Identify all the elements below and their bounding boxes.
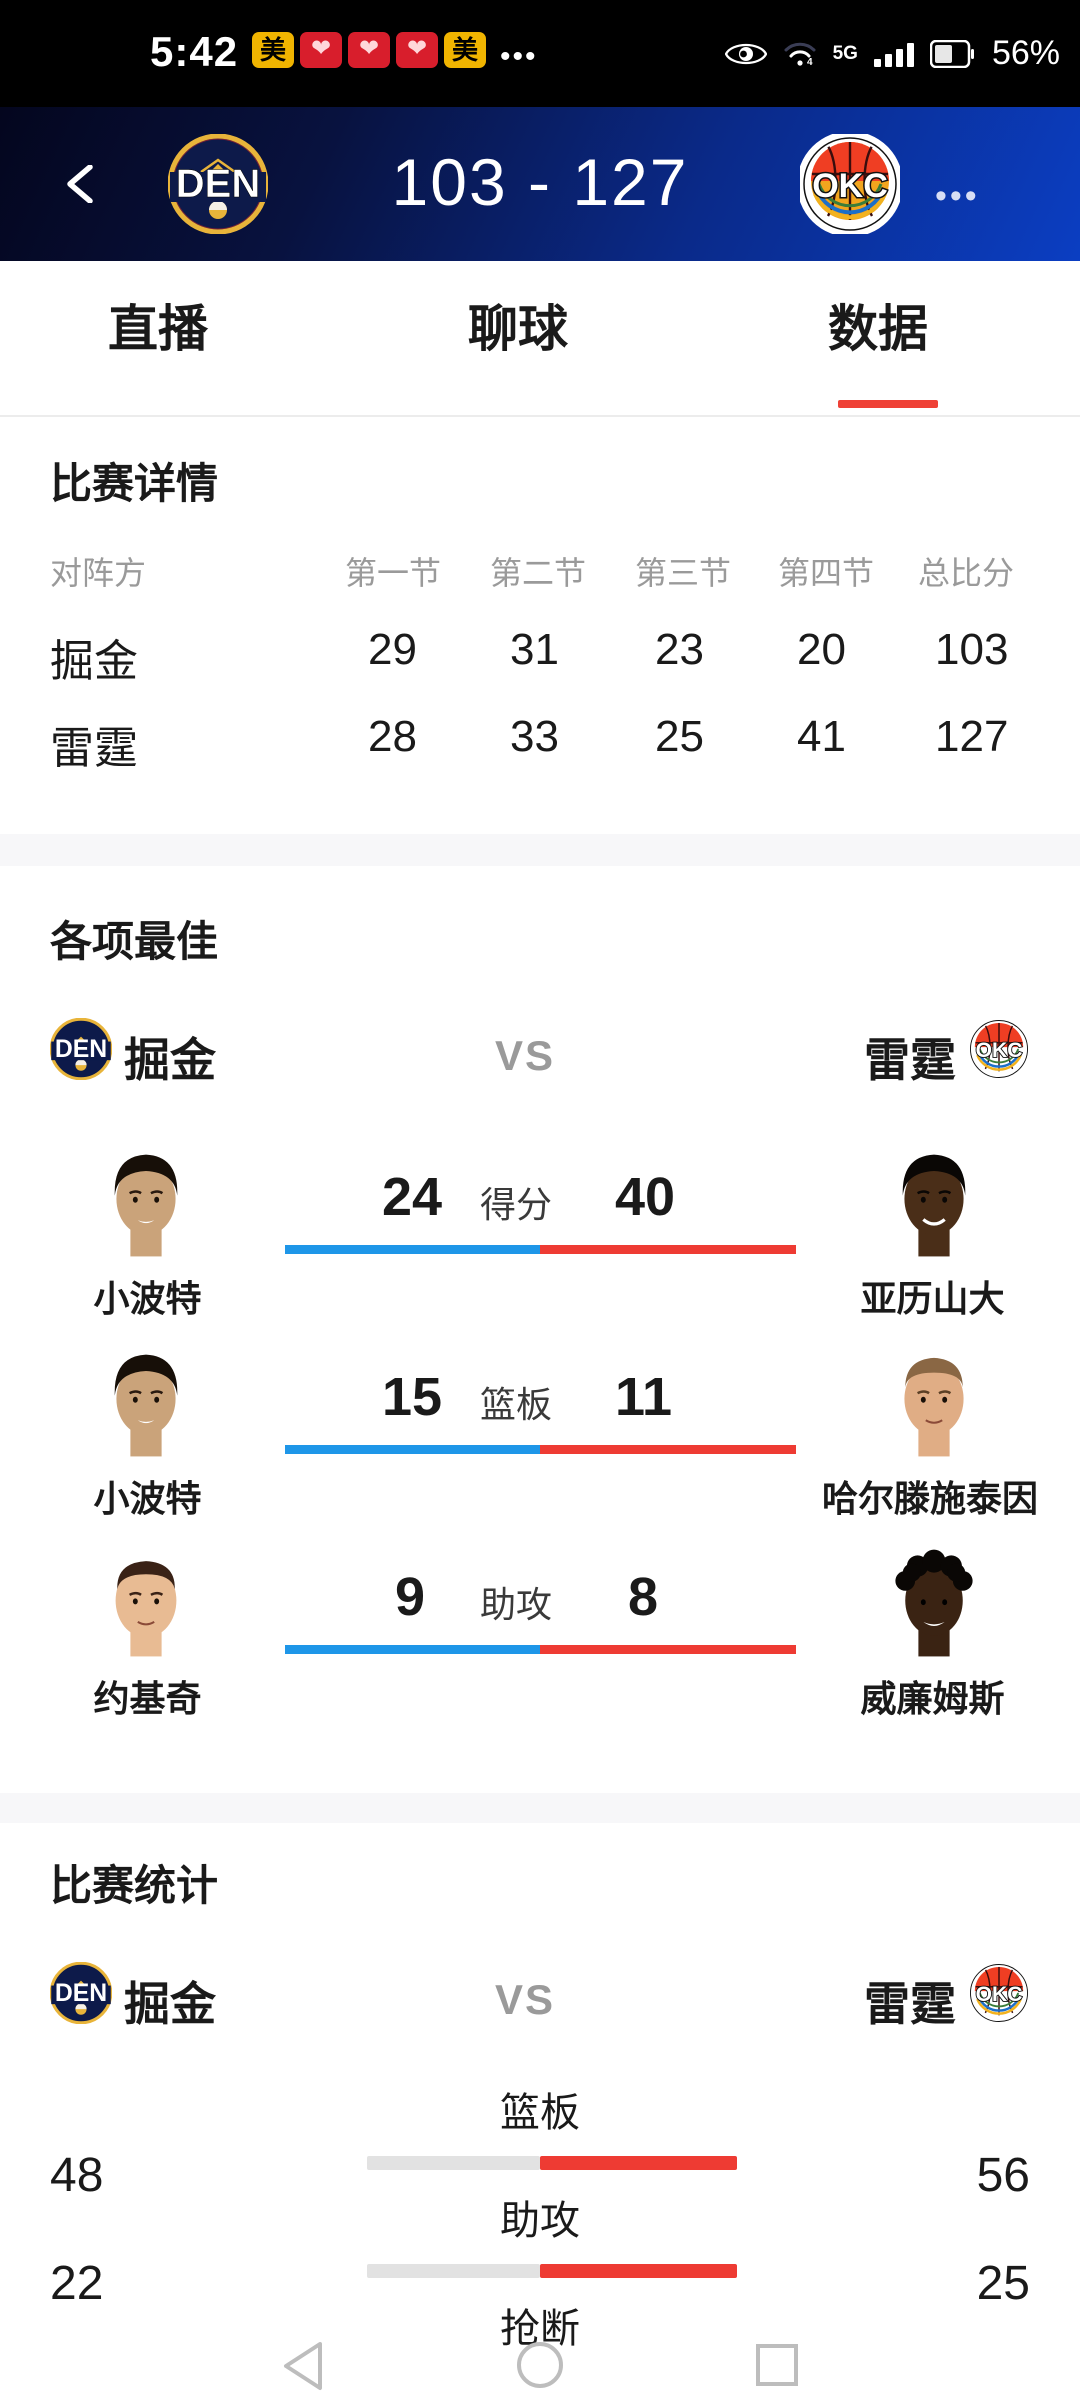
svg-text:DEN: DEN (55, 1036, 107, 1063)
svg-text:DEN: DEN (176, 162, 260, 206)
svg-text:OKC: OKC (812, 167, 888, 205)
svg-text:DEN: DEN (55, 1980, 107, 2007)
svg-text:OKC: OKC (976, 1983, 1023, 2006)
svg-text:4: 4 (807, 57, 813, 68)
svg-text:OKC: OKC (976, 1039, 1023, 1062)
